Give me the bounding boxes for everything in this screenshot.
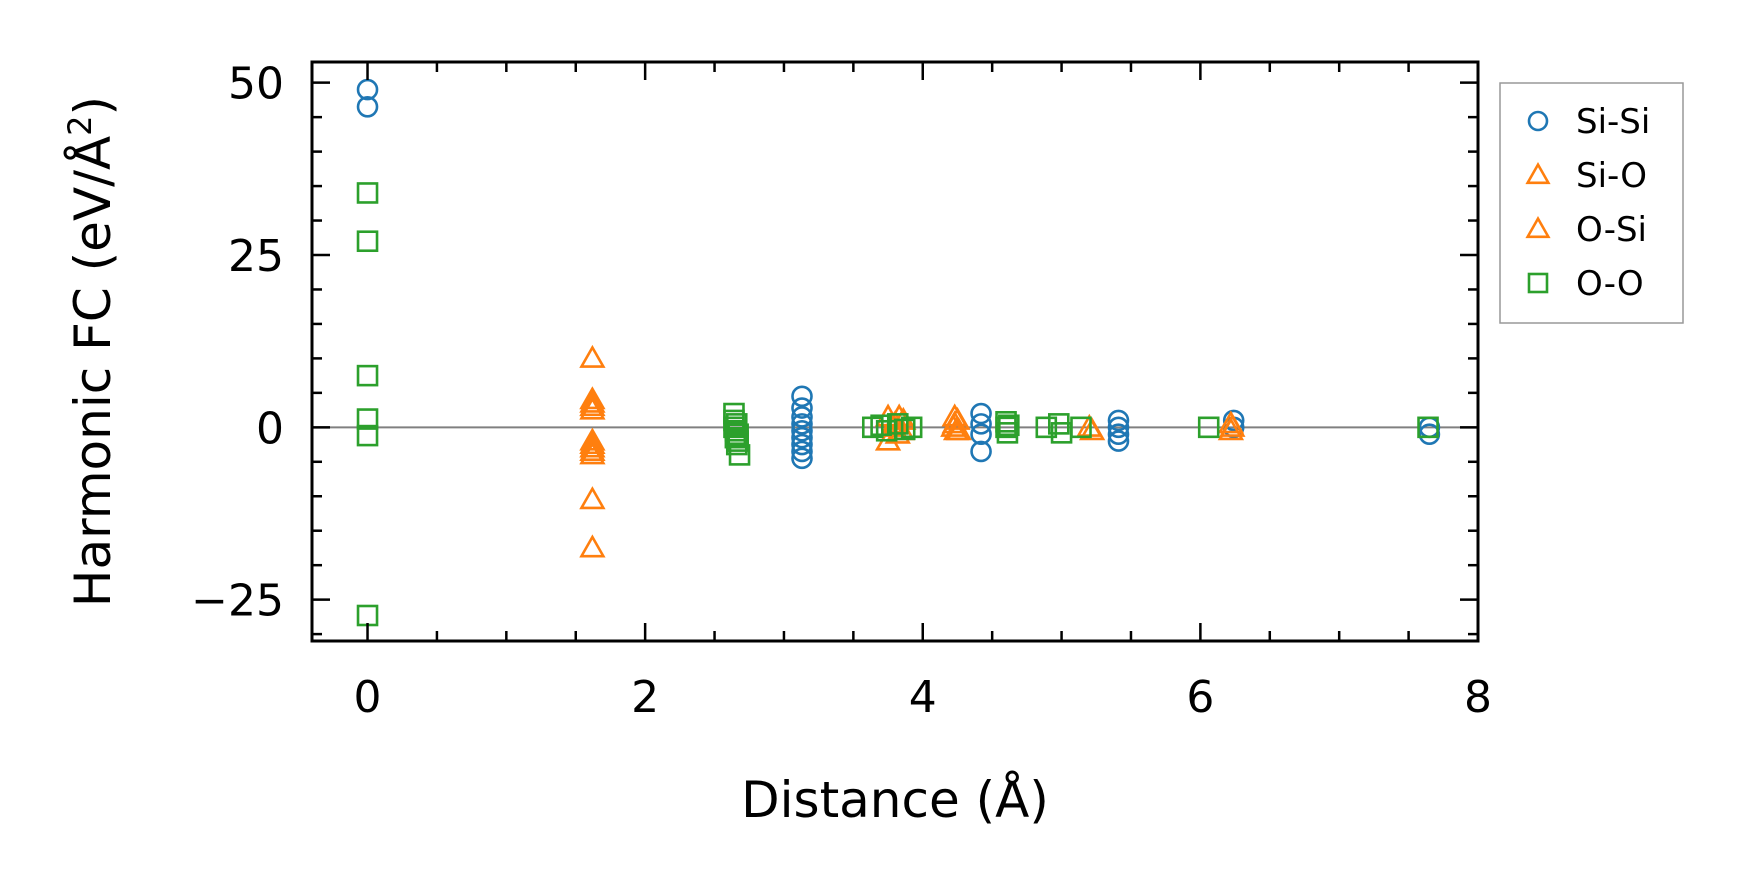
data-point [1107,409,1130,432]
data-point [1418,423,1441,446]
x-axis-label: Distance (Å) [741,771,1049,829]
data-point [791,440,813,463]
data-point [1417,416,1439,439]
data-point [356,78,379,101]
ticks-layer [312,62,1480,641]
data-point [1219,413,1246,437]
data-point [791,406,813,428]
legend-label: Si-Si [1576,102,1650,142]
data-point [728,444,751,466]
series-si-o [579,344,1245,558]
legend-label: Si-O [1576,156,1647,196]
data-point [356,364,379,387]
x-tick-label: 4 [909,672,937,723]
data-points-layer [356,78,1441,627]
data-point [945,417,973,441]
data-point [1107,423,1130,446]
data-point [791,419,813,442]
data-point [356,230,379,253]
data-point [886,413,909,435]
legend-marker [1527,272,1549,294]
y-axis-label-end: ) [64,96,122,116]
data-point [356,182,379,204]
legend-marker [1525,162,1551,185]
y-axis-label-main: Harmonic FC (eV/Å [64,136,122,607]
data-point [970,402,992,425]
y-tick-label: 50 [228,59,284,110]
data-point [1107,430,1130,452]
data-point [1197,416,1220,439]
y-tick-label: 25 [228,231,284,282]
y-axis-label-superscript: 2 [61,115,99,135]
legend-label: O-O [1576,264,1644,304]
data-point [579,431,606,455]
data-point [996,422,1019,444]
data-point [579,534,606,558]
data-point [1070,416,1092,439]
data-point [356,604,379,627]
plot-frame [310,60,1480,643]
data-point [893,418,916,441]
data-point [579,427,606,451]
series-o-o [356,182,1439,627]
data-point [579,389,606,413]
data-point [579,344,606,368]
data-point [940,413,967,437]
data-point [900,416,923,439]
data-point [791,433,813,456]
x-tick-label: 6 [1186,672,1214,723]
data-point [579,393,606,417]
x-tick-label: 8 [1464,672,1492,723]
data-point [579,437,606,461]
data-point [579,396,606,420]
data-point [356,408,379,430]
series-o-si [579,389,1246,461]
data-point [579,386,606,410]
data-point [791,385,813,408]
data-point [1035,416,1058,439]
data-point [870,414,892,437]
data-point [579,441,606,465]
data-point [356,96,379,118]
data-point [791,447,813,470]
legend-marker [1525,216,1551,239]
y-tick-label: 0 [256,403,284,454]
x-tick-label: 0 [354,672,382,723]
data-point [791,397,813,419]
data-point [727,430,749,452]
data-point [970,440,992,463]
data-point [970,423,992,446]
legend-label: O-Si [1576,210,1647,250]
legend-marker [1527,110,1549,132]
data-point [1078,417,1106,441]
series-si-si [356,78,1441,470]
x-tick-labels: 0 2 4 6 8 [354,672,1492,723]
y-tick-label: −25 [191,576,284,627]
data-point [998,414,1020,437]
data-point [579,486,606,510]
legend: Si-Si Si-O O-Si O-O [1499,82,1684,324]
data-point [579,434,606,458]
data-point [724,426,747,449]
y-tick-labels: −25 0 25 50 [191,59,284,627]
data-point [995,416,1017,439]
x-tick-label: 2 [631,672,659,723]
data-point [1107,416,1130,439]
data-point [791,413,813,435]
data-point [356,424,379,447]
data-point [1222,409,1245,432]
data-point [791,426,813,449]
y-axis-label: Harmonic FC (eV/Å2) [61,96,122,607]
data-point [970,413,992,435]
